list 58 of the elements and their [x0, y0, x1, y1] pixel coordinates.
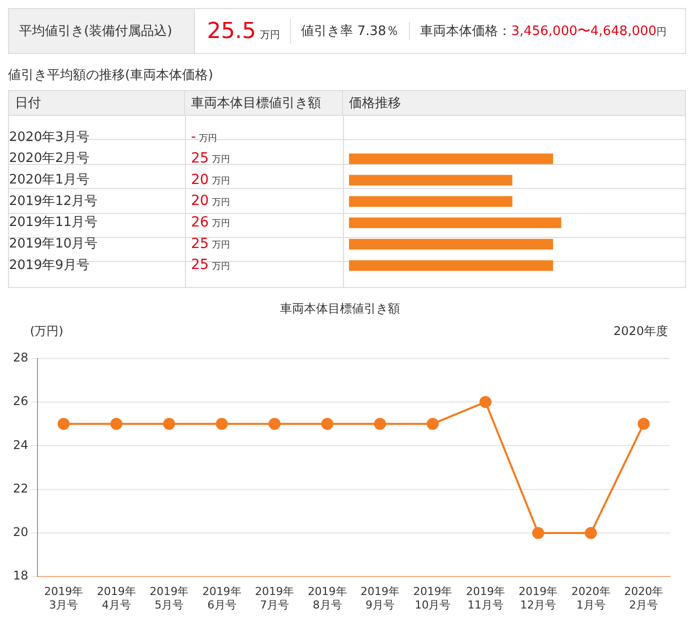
- data-label: 20 万円: [191, 193, 230, 210]
- text: 車両本体価格：: [420, 24, 512, 39]
- x-tick-label: 2019年 12月号: [518, 585, 558, 612]
- y-tick-label: 22: [12, 481, 28, 496]
- point: [216, 418, 228, 430]
- x-tick-label: 2019年 11月号: [466, 585, 505, 612]
- x-tick-label: 2019年 4月号: [96, 585, 136, 612]
- text: 車両本体目標値引き額: [185, 91, 343, 115]
- x-tick-label: 2019年 3月号: [44, 585, 84, 612]
- x-tick-label: 2019年 10月号: [413, 585, 452, 612]
- text: 値引き率 7.38％: [291, 22, 410, 40]
- text: 価格推移: [348, 95, 402, 113]
- y-tick-label: 2019年9月号: [9, 258, 90, 273]
- x-tick-label: 2020年 1月号: [571, 585, 610, 612]
- y-tick-label: 24: [12, 438, 28, 452]
- x-tick-label: 2020年 2月号: [624, 585, 664, 612]
- text: 円: [656, 27, 667, 38]
- y-axis-title: (万円): [30, 324, 64, 338]
- x-tick-label: 2019年 6月号: [202, 585, 242, 612]
- text: 日付: [9, 91, 185, 115]
- data-label: 20 万円: [191, 172, 230, 188]
- y-tick-label: 2020年3月号: [9, 130, 90, 145]
- y-tick-label: 2019年10月号: [9, 236, 98, 252]
- point: [321, 418, 334, 430]
- y-tick-label: 2020年2月号: [9, 151, 90, 166]
- point: [58, 418, 70, 430]
- text: 3,456,000〜4,648,000: [511, 24, 657, 39]
- point: [479, 396, 492, 408]
- point: [163, 418, 176, 430]
- text: 万円: [260, 30, 280, 40]
- text: 平均値引き(装備付属品込): [9, 9, 195, 53]
- point: [374, 418, 386, 430]
- y-tick-label: 2019年12月号: [9, 194, 98, 209]
- point: [268, 418, 281, 430]
- x-tick-label: 2019年 9月号: [360, 585, 400, 612]
- text: 値引き平均額の推移(車両本体価格): [8, 67, 214, 84]
- text: - 万円: [191, 129, 218, 146]
- data-label: 25 万円: [191, 236, 230, 252]
- text: 2020年度: [613, 324, 668, 338]
- y-tick-label: 2019年11月号: [9, 215, 98, 230]
- y-tick-label: 18: [12, 568, 28, 583]
- y-tick-label: 26: [12, 394, 28, 408]
- text: 25.5: [207, 18, 256, 44]
- data-label: 25 万円: [191, 257, 230, 274]
- data-label: 26 万円: [191, 214, 230, 230]
- point: [426, 418, 439, 430]
- point: [532, 526, 544, 539]
- x-tick-label: 2019年 5月号: [150, 585, 189, 612]
- x-tick-label: 2019年 7月号: [255, 585, 294, 612]
- data-label: 25 万円: [191, 150, 230, 166]
- y-tick-label: 2020年1月号: [9, 172, 90, 188]
- point: [638, 418, 650, 430]
- point: [584, 526, 597, 539]
- point: [110, 418, 122, 430]
- x-tick-label: 2019年 8月号: [308, 585, 347, 612]
- chart-title: 車両本体目標値引き額: [280, 301, 400, 316]
- y-tick-label: 28: [12, 350, 28, 365]
- y-tick-label: 20: [12, 525, 28, 540]
